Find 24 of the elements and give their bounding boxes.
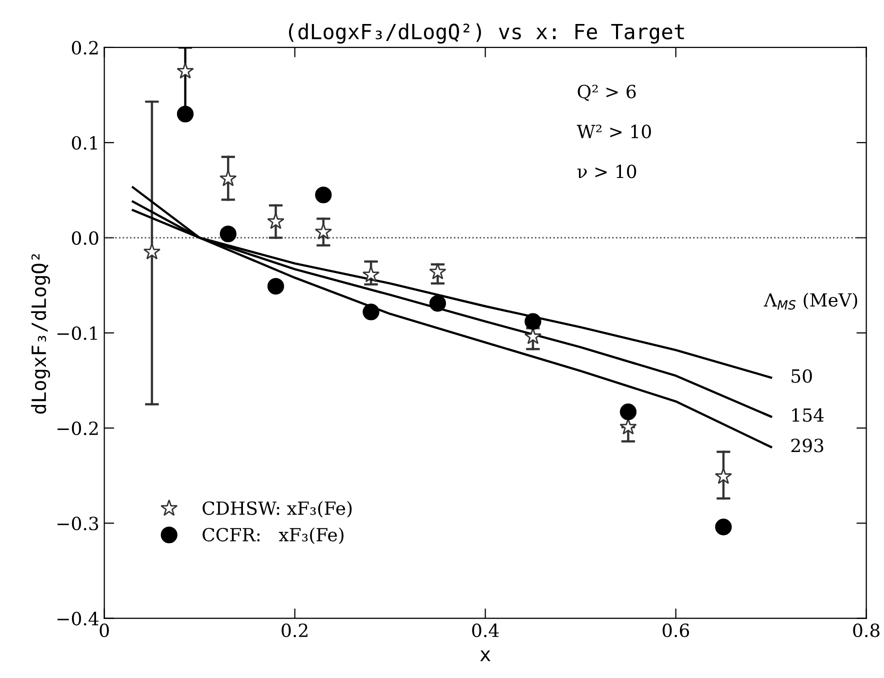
x-tick-label: 0.6 [662, 624, 690, 638]
y-tick-label: 0.1 [72, 136, 97, 150]
series-label: 154 [792, 408, 824, 422]
y-tick-label: −0.4 [58, 612, 99, 626]
y-tick-label: −0.2 [58, 422, 98, 436]
legend-label: CDHSW: xF₃(Fe) [202, 501, 352, 518]
annotation: ν > 10 [577, 164, 636, 178]
x-tick-label: 0.8 [853, 624, 880, 638]
annotation: Λ$_{MS}$ (MeV) [764, 292, 858, 310]
y-axis-title: dLogxF₃/dLogQ² [31, 254, 50, 414]
y-tick-label: 0.0 [72, 231, 98, 245]
legend-label: CCFR: xF₃(Fe) [202, 528, 344, 544]
series-label: 293 [791, 438, 824, 452]
y-tick-label: −0.1 [58, 326, 97, 340]
chart-title: (dLogxF₃/dLogQ²) vs x: Fe Target [288, 23, 684, 44]
annotation: W² > 10 [576, 124, 651, 138]
y-tick-label: −0.3 [58, 516, 98, 530]
x-axis-title: x [480, 650, 490, 662]
x-tick-label: 0 [100, 624, 109, 638]
x-tick-label: 0.2 [282, 624, 308, 638]
y-tick-label: 0.2 [72, 40, 98, 55]
x-tick-label: 0.4 [472, 624, 499, 638]
annotation: Q² > 6 [578, 84, 636, 102]
series-label: 50 [792, 369, 812, 383]
